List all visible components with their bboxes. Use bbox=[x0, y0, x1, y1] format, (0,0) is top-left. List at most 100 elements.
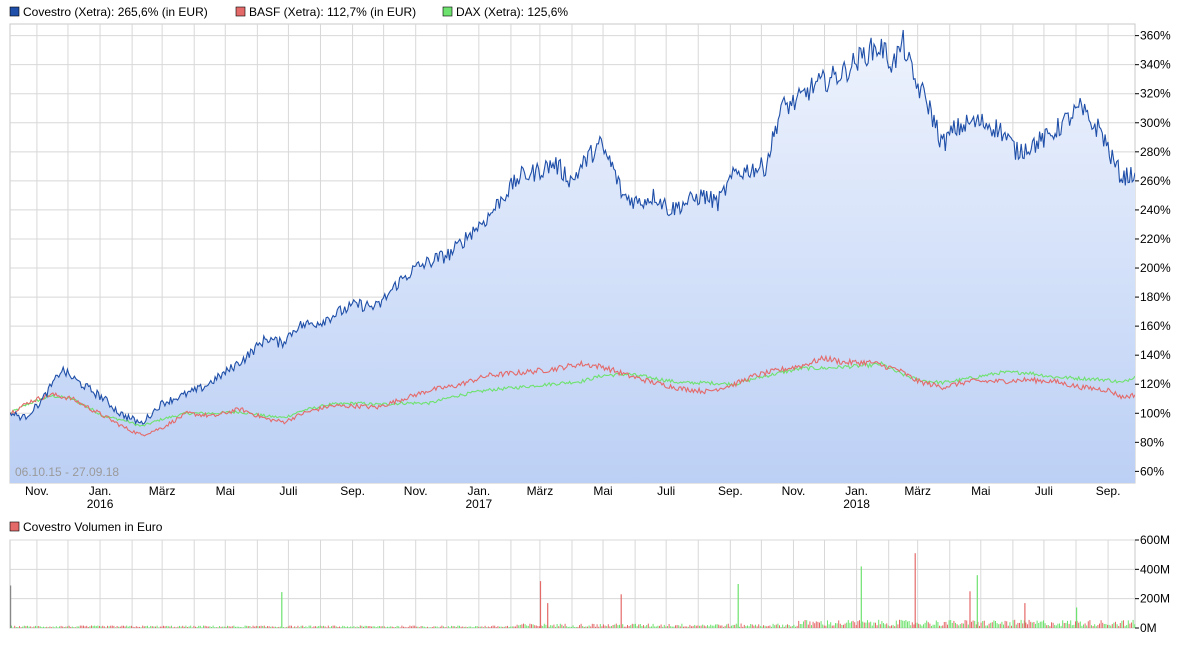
volume-bar bbox=[220, 626, 222, 628]
volume-bar bbox=[148, 627, 150, 628]
volume-bar bbox=[515, 626, 516, 628]
volume-bar bbox=[961, 623, 963, 628]
volume-bar bbox=[643, 625, 644, 628]
volume-bar bbox=[903, 620, 905, 628]
volume-spike-bar bbox=[1076, 607, 1078, 628]
volume-bar bbox=[639, 624, 641, 628]
volume-bar bbox=[475, 626, 476, 628]
volume-bar bbox=[654, 626, 656, 628]
volume-bar bbox=[135, 626, 137, 628]
x-tick-label: Juli bbox=[279, 484, 297, 498]
legend-item-covestro[interactable]: Covestro (Xetra): 265,6% (in EUR) bbox=[9, 5, 208, 19]
volume-bar bbox=[931, 625, 932, 628]
volume-bar bbox=[678, 625, 680, 628]
volume-bar bbox=[68, 625, 70, 628]
x-tick-label: Jan. bbox=[845, 484, 868, 498]
volume-bar bbox=[182, 625, 184, 628]
volume-bar bbox=[999, 623, 1001, 628]
volume-bar bbox=[459, 625, 460, 628]
volume-bar bbox=[980, 622, 982, 628]
volume-bar bbox=[956, 624, 958, 628]
volume-bar bbox=[679, 626, 681, 628]
volume-bar bbox=[611, 626, 612, 628]
volume-bar bbox=[727, 623, 729, 628]
volume-bar bbox=[193, 625, 195, 628]
volume-legend[interactable]: Covestro Volumen in Euro bbox=[9, 520, 163, 534]
volume-bar bbox=[779, 625, 780, 628]
volume-bar bbox=[902, 620, 904, 628]
y-tick-label: 280% bbox=[1140, 145, 1171, 159]
volume-bar bbox=[179, 625, 180, 628]
volume-bar bbox=[318, 626, 320, 628]
volume-bar bbox=[839, 623, 841, 628]
legend-item-dax[interactable]: DAX (Xetra): 125,6% bbox=[442, 5, 568, 19]
volume-bar bbox=[638, 624, 640, 628]
volume-bar bbox=[12, 627, 14, 628]
volume-bar bbox=[423, 626, 425, 628]
covestro-line[interactable] bbox=[10, 29, 1135, 426]
volume-bar bbox=[343, 626, 345, 628]
volume-bar bbox=[566, 626, 568, 628]
volume-bar bbox=[275, 626, 276, 628]
volume-bar bbox=[601, 626, 603, 628]
volume-bar bbox=[46, 626, 48, 628]
volume-y-tick-label: 600M bbox=[1140, 533, 1170, 547]
volume-bar bbox=[358, 627, 360, 628]
volume-bar bbox=[1124, 625, 1126, 628]
volume-bar bbox=[15, 627, 17, 628]
volume-bar bbox=[950, 620, 952, 628]
volume-bar bbox=[195, 626, 196, 628]
volume-bar bbox=[315, 626, 316, 628]
dax-line[interactable] bbox=[10, 361, 1135, 427]
y-tick-label: 260% bbox=[1140, 174, 1171, 188]
volume-bar bbox=[780, 627, 782, 628]
volume-bar bbox=[606, 626, 608, 628]
volume-bar bbox=[787, 624, 788, 628]
volume-bar bbox=[865, 622, 867, 628]
volume-bar bbox=[257, 626, 259, 628]
volume-bar bbox=[177, 626, 179, 628]
volume-bar bbox=[169, 626, 171, 628]
y-tick-label: 140% bbox=[1140, 348, 1171, 362]
volume-bar bbox=[1025, 622, 1027, 628]
legend-item-basf[interactable]: BASF (Xetra): 112,7% (in EUR) bbox=[235, 5, 416, 19]
volume-bar bbox=[398, 626, 400, 628]
volume-spike-bar bbox=[976, 575, 978, 628]
volume-bar bbox=[615, 623, 617, 628]
volume-bar bbox=[430, 627, 432, 628]
volume-bar bbox=[891, 625, 892, 628]
volume-plot-area[interactable] bbox=[9, 539, 1136, 629]
volume-bar bbox=[567, 626, 569, 628]
volume-bar bbox=[307, 627, 308, 628]
basf-line[interactable] bbox=[10, 354, 1135, 437]
x-tick-label: Mai bbox=[593, 484, 612, 498]
volume-bar bbox=[91, 625, 92, 628]
volume-bar bbox=[921, 625, 923, 628]
volume-bar bbox=[913, 624, 915, 628]
volume-bar bbox=[241, 627, 243, 628]
volume-bar bbox=[963, 623, 964, 628]
volume-bar bbox=[588, 625, 590, 628]
volume-bar bbox=[211, 627, 212, 628]
volume-bar bbox=[1126, 625, 1128, 628]
volume-bar bbox=[1127, 620, 1129, 628]
volume-bar bbox=[1062, 620, 1064, 628]
volume-bar bbox=[19, 626, 20, 628]
volume-bar bbox=[502, 626, 504, 628]
volume-bar bbox=[836, 623, 838, 628]
volume-bar bbox=[897, 624, 899, 628]
volume-bar bbox=[675, 625, 676, 628]
volume-bar bbox=[150, 625, 152, 628]
volume-bar bbox=[631, 623, 633, 628]
volume-bar bbox=[478, 626, 480, 628]
volume-bar bbox=[983, 620, 985, 628]
volume-bar bbox=[707, 625, 708, 628]
volume-bar bbox=[934, 624, 936, 628]
volume-bar bbox=[596, 624, 598, 628]
volume-bar bbox=[731, 625, 732, 628]
y-tick-label: 340% bbox=[1140, 58, 1171, 72]
volume-bar bbox=[422, 626, 424, 628]
volume-bar bbox=[145, 626, 147, 628]
volume-bar bbox=[548, 626, 550, 628]
volume-bar bbox=[955, 622, 956, 628]
